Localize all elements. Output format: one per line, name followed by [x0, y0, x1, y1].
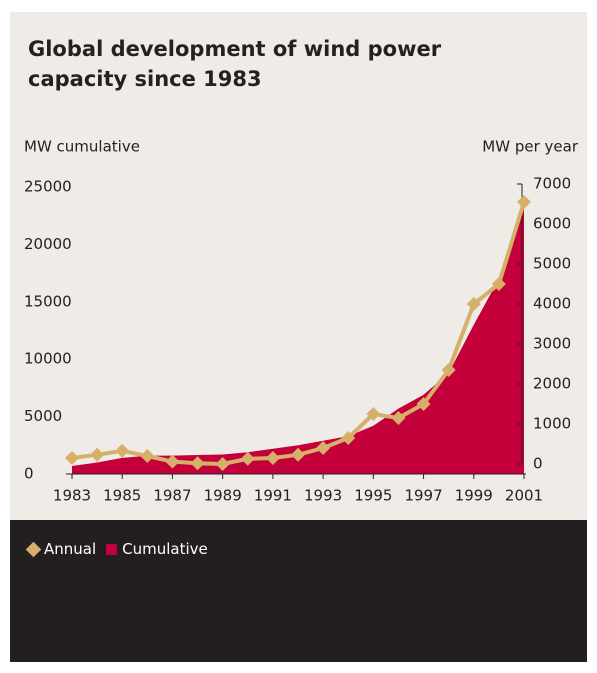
y2-tick-label: 4000 — [533, 295, 571, 313]
y2-tick-label: 3000 — [533, 335, 571, 353]
y2-tick-label: 5000 — [533, 255, 571, 273]
area — [72, 204, 524, 474]
marker — [190, 456, 205, 471]
x-tick-label: 1991 — [254, 487, 292, 505]
marker — [90, 447, 105, 462]
x-tick-label: 1999 — [455, 487, 493, 505]
y-tick-label: 5000 — [24, 407, 62, 425]
marker — [140, 449, 155, 463]
marker — [316, 441, 331, 455]
y2-tick-label: 2000 — [533, 375, 571, 393]
marker — [240, 451, 255, 466]
x-tick-label: 1985 — [103, 487, 141, 505]
marker — [265, 451, 280, 465]
chart-title: Global development of wind power capacit… — [28, 37, 442, 91]
legend-item: Annual — [25, 540, 97, 558]
x-tick-label: 1987 — [153, 487, 191, 505]
marker — [115, 443, 130, 458]
marker — [291, 447, 305, 462]
legend-label: Cumulative — [122, 540, 208, 558]
y2-tick-label: 1000 — [533, 415, 571, 433]
marker — [366, 407, 381, 421]
y2-axis-label: MW per year — [482, 138, 579, 156]
y2-tick-label: 6000 — [533, 215, 571, 233]
legend-swatch — [25, 541, 42, 557]
marker — [466, 297, 481, 311]
x-tick-label: 1997 — [404, 487, 442, 505]
legend-swatch — [106, 543, 118, 555]
marker — [416, 397, 431, 411]
x-tick-label: 2001 — [505, 487, 543, 505]
y-tick-label: 10000 — [24, 350, 72, 368]
legend: Annual Cumulative — [25, 540, 218, 558]
x-tick-label: 1993 — [304, 487, 342, 505]
marker — [165, 454, 180, 469]
x-tick-label: 1989 — [204, 487, 242, 505]
marker — [65, 451, 79, 465]
x-tick-label: 1983 — [53, 487, 91, 505]
y-axis-label: MW cumulative — [24, 138, 140, 156]
y-tick-label: 25000 — [24, 178, 72, 196]
x-tick-label: 1995 — [354, 487, 392, 505]
legend-item: Cumulative — [106, 540, 208, 558]
marker — [391, 411, 406, 425]
y-tick-label: 0 — [24, 465, 34, 483]
y-tick-label: 15000 — [24, 292, 72, 310]
marker — [517, 195, 531, 209]
y2-tick-label: 7000 — [533, 175, 571, 193]
y2-tick-label: 0 — [533, 455, 543, 473]
marker — [491, 277, 506, 291]
legend-label: Annual — [44, 540, 97, 558]
marker — [215, 457, 230, 471]
marker — [441, 363, 456, 377]
marker — [341, 431, 356, 445]
y-tick-label: 20000 — [24, 235, 72, 253]
